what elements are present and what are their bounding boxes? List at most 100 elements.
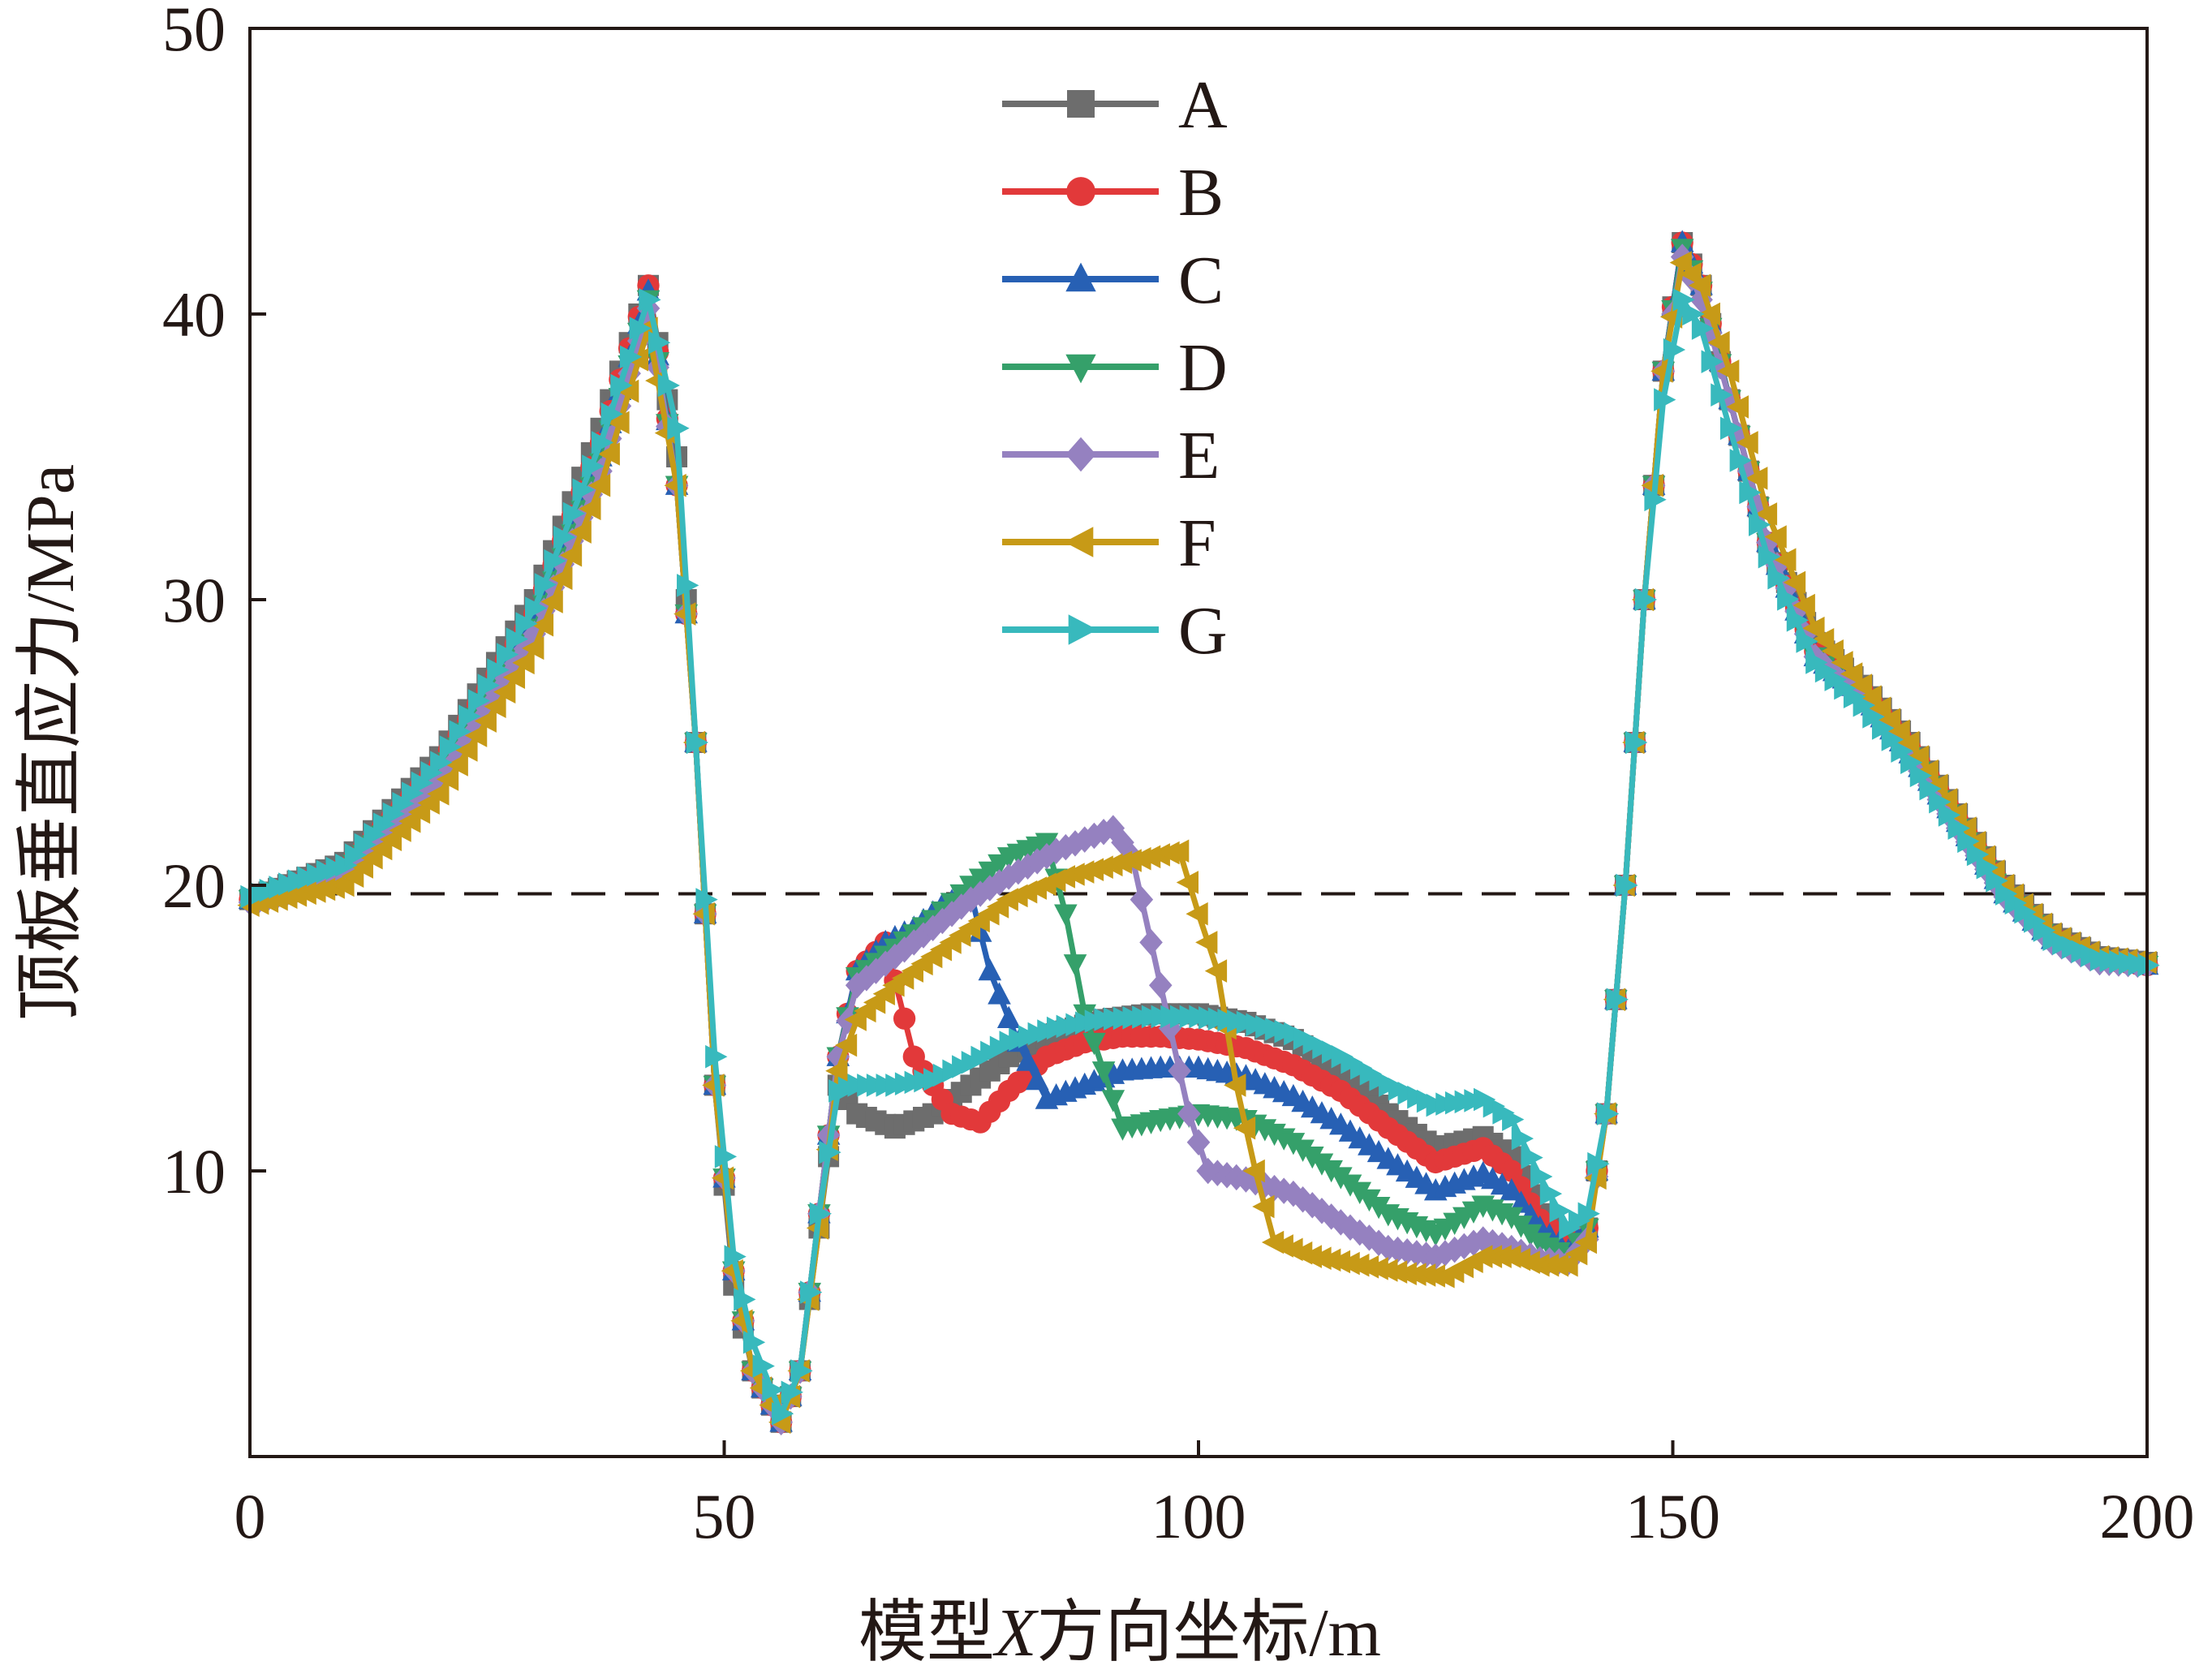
- point-F: [597, 442, 620, 466]
- x-axis-title: 模型X方向坐标/m: [859, 1595, 1381, 1671]
- point-F: [1366, 1257, 1388, 1280]
- point-F: [1726, 395, 1749, 419]
- point-D: [1082, 1032, 1106, 1056]
- point-F: [455, 738, 478, 762]
- point-G: [1767, 566, 1790, 590]
- point-G: [582, 454, 605, 478]
- point-G: [1976, 855, 1999, 880]
- legend-marker: [1064, 527, 1094, 557]
- point-G: [771, 1401, 794, 1426]
- point-G: [1796, 630, 1818, 653]
- y-tick-label: 30: [162, 565, 226, 635]
- point-G: [467, 689, 491, 712]
- point-F: [531, 613, 554, 637]
- point-F: [540, 590, 563, 613]
- point-F: [569, 520, 592, 544]
- point-E: [1708, 353, 1732, 380]
- point-F: [1688, 273, 1711, 298]
- point-F: [1669, 251, 1692, 274]
- point-F: [502, 665, 526, 690]
- point-G: [657, 373, 680, 398]
- point-F: [1764, 525, 1787, 549]
- point-G: [1587, 1151, 1610, 1176]
- series-C: [238, 230, 2159, 1432]
- y-tick-label: 20: [162, 850, 226, 921]
- legend-marker: [1066, 177, 1095, 206]
- point-F: [1698, 302, 1720, 326]
- point-F: [474, 709, 497, 733]
- y-tick-label: 50: [162, 0, 226, 64]
- point-G: [1682, 302, 1705, 326]
- point-G: [619, 345, 643, 369]
- point-G: [449, 720, 471, 743]
- point-C: [1025, 1067, 1049, 1091]
- point-F: [1849, 673, 1872, 697]
- legend-label: A: [1178, 67, 1228, 143]
- legend-label: C: [1178, 243, 1224, 318]
- point-E: [1168, 1057, 1191, 1085]
- point-F: [522, 636, 544, 661]
- point-G: [1929, 790, 1952, 814]
- point-F: [1556, 1253, 1578, 1277]
- point-E: [1177, 1100, 1201, 1127]
- point-F: [1138, 845, 1161, 869]
- point-B: [893, 1007, 916, 1030]
- legend-item-G: G: [1002, 593, 1228, 669]
- y-tick-label: 10: [162, 1136, 226, 1207]
- point-E: [1698, 320, 1723, 346]
- point-E: [475, 695, 499, 722]
- point-E: [1784, 597, 1808, 625]
- point-G: [724, 1245, 747, 1268]
- x-axis-title-part-3: 方向坐标/m: [1036, 1595, 1381, 1671]
- point-G: [534, 573, 557, 596]
- point-G: [1596, 1102, 1620, 1125]
- point-F: [1356, 1254, 1379, 1279]
- point-F: [550, 566, 573, 591]
- point-F: [1299, 1245, 1322, 1268]
- legend-item-F: F: [1002, 506, 1216, 581]
- point-F: [1375, 1259, 1398, 1282]
- point-G: [809, 1202, 832, 1226]
- point-G: [1616, 873, 1638, 897]
- point-C: [1016, 1048, 1039, 1071]
- point-F: [464, 724, 488, 747]
- point-G: [714, 1145, 738, 1168]
- point-F: [1224, 1074, 1246, 1097]
- point-D: [1063, 954, 1087, 977]
- point-F: [1384, 1260, 1408, 1284]
- point-F: [312, 877, 336, 902]
- point-B: [1500, 1160, 1523, 1182]
- point-G: [1502, 1108, 1525, 1131]
- point-G: [458, 704, 481, 728]
- point-G: [734, 1288, 756, 1311]
- point-D: [1281, 1133, 1306, 1155]
- point-F: [1745, 467, 1768, 490]
- point-G: [742, 1330, 766, 1354]
- point-F: [607, 411, 630, 435]
- point-G: [790, 1359, 813, 1383]
- point-G: [1758, 544, 1780, 569]
- legend-label: G: [1178, 593, 1228, 669]
- ticks-layer: 0 50 100 150 200 10 20 30 40 50: [162, 0, 2195, 1551]
- point-G: [1539, 1181, 1563, 1206]
- point-F: [1774, 548, 1797, 572]
- point-F: [1897, 730, 1920, 755]
- point-G: [1786, 609, 1810, 632]
- point-F: [1195, 931, 1218, 954]
- point-G: [1644, 488, 1667, 512]
- point-G: [1654, 388, 1676, 411]
- point-G: [1549, 1198, 1572, 1223]
- legend-item-C: C: [1002, 243, 1224, 318]
- point-F: [1831, 651, 1853, 674]
- point-F: [587, 473, 611, 497]
- point-F: [1926, 773, 1948, 798]
- point-F: [1821, 639, 1844, 663]
- point-F: [284, 884, 308, 907]
- legend-item-E: E: [1002, 418, 1220, 493]
- point-E: [1186, 1129, 1211, 1156]
- point-G: [629, 316, 652, 340]
- point-G: [695, 888, 718, 911]
- point-F: [1242, 1159, 1265, 1183]
- point-G: [781, 1380, 803, 1405]
- point-G: [1606, 988, 1629, 1012]
